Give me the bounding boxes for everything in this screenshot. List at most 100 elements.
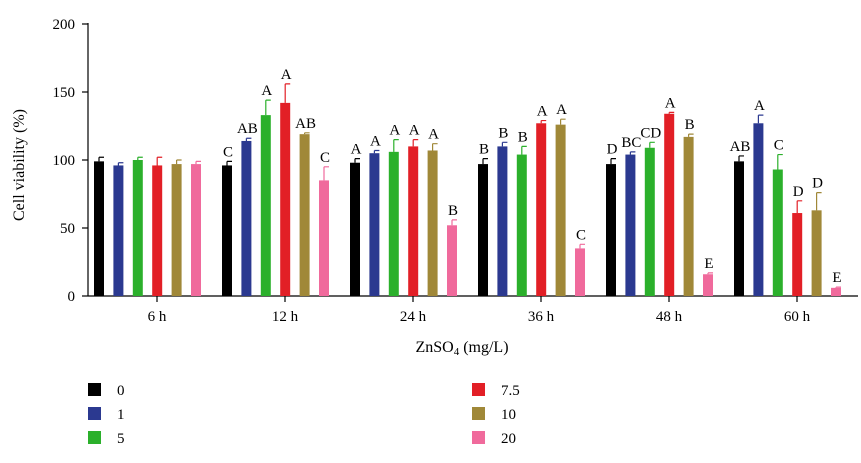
- significance-letter: B: [518, 129, 528, 145]
- bar: [427, 150, 438, 296]
- significance-letter: A: [556, 102, 567, 118]
- significance-letter: B: [448, 203, 458, 219]
- error-bar: [412, 139, 419, 147]
- bar: [280, 102, 291, 296]
- legend-swatch: [472, 431, 485, 444]
- y-tick-label: 200: [53, 17, 76, 33]
- error-bar: [688, 133, 694, 137]
- bar: [319, 180, 329, 296]
- bars: [94, 83, 841, 297]
- bar: [260, 115, 271, 297]
- legend-swatch: [472, 383, 485, 396]
- x-tick-label: 12 h: [272, 309, 299, 325]
- significance-letter: A: [370, 133, 381, 149]
- significance-letter: A: [261, 83, 272, 99]
- legend-label: 1: [117, 407, 125, 423]
- x-tick-label: 60 h: [784, 309, 811, 325]
- error-bar: [117, 162, 124, 166]
- significance-letter: A: [537, 104, 548, 120]
- error-bar: [540, 119, 547, 124]
- bar: [369, 153, 380, 296]
- significance-letter: D: [607, 142, 618, 158]
- bar: [734, 161, 744, 296]
- significance-letter: A: [428, 127, 439, 143]
- error-bar: [98, 156, 104, 162]
- significance-letter: AB: [295, 116, 316, 132]
- y-tick-label: 100: [53, 153, 76, 169]
- bar: [753, 123, 764, 296]
- bar: [703, 274, 713, 296]
- error-bar: [176, 159, 182, 165]
- bar: [222, 165, 232, 296]
- significance-letter: B: [498, 125, 508, 141]
- bar: [497, 146, 508, 296]
- error-bar: [195, 160, 201, 165]
- bar: [664, 113, 675, 296]
- significance-letter: BC: [621, 135, 641, 151]
- significance-letter: D: [793, 184, 804, 200]
- error-bar: [156, 156, 163, 166]
- legend: 0 1 5 7.5 10 20: [88, 383, 520, 447]
- legend-swatch: [88, 407, 101, 420]
- bar: [772, 169, 783, 296]
- bar: [792, 213, 803, 296]
- bar: [644, 147, 655, 296]
- significance-letter: A: [665, 95, 676, 111]
- error-bar: [707, 272, 713, 275]
- error-bar: [137, 156, 143, 160]
- bar: [171, 164, 182, 296]
- legend-label: 5: [117, 431, 125, 447]
- significance-letter: A: [351, 142, 362, 158]
- error-bar: [432, 143, 438, 151]
- y-tick-label: 0: [68, 289, 76, 305]
- y-axis-title: Cell viability (%): [11, 109, 28, 221]
- bar: [132, 160, 143, 296]
- significance-letter: AB: [237, 121, 258, 137]
- bar: [152, 165, 163, 296]
- bar: [191, 164, 201, 296]
- bar: [555, 124, 566, 296]
- bar: [575, 248, 585, 296]
- error-bar: [304, 132, 310, 135]
- legend-label: 0: [117, 383, 125, 399]
- significance-letter: CD: [640, 125, 661, 141]
- bar: [831, 287, 841, 296]
- x-axis-title: ZnSO4 (mg/L): [415, 339, 508, 358]
- bar: [536, 123, 547, 296]
- error-bar: [757, 114, 764, 124]
- bar: [447, 225, 457, 296]
- legend-swatch: [472, 407, 485, 420]
- error-bar: [835, 286, 841, 288]
- significance-letter: B: [479, 142, 489, 158]
- bar: [516, 154, 527, 296]
- error-bar: [579, 243, 585, 249]
- significance-letter: C: [320, 150, 330, 166]
- legend-swatch: [88, 431, 101, 444]
- significance-letter: E: [704, 256, 713, 272]
- error-bar: [816, 192, 822, 211]
- error-bar: [560, 118, 566, 125]
- x-tick-label: 36 h: [528, 309, 555, 325]
- x-axis-title-unit: (mg/L): [459, 339, 508, 356]
- error-bar: [393, 139, 399, 152]
- significance-letter: E: [832, 270, 841, 286]
- error-bar: [245, 137, 252, 141]
- error-bar: [451, 219, 457, 226]
- error-bar: [373, 149, 380, 154]
- significance-letter: C: [774, 138, 784, 154]
- significance-letter: C: [576, 227, 586, 243]
- bar: [388, 151, 399, 296]
- significance-letter: B: [685, 117, 695, 133]
- error-bar: [796, 200, 803, 214]
- legend-label: 20: [501, 431, 516, 447]
- error-bar: [738, 155, 744, 162]
- bar: [811, 210, 822, 296]
- error-bar: [284, 83, 291, 103]
- legend-label: 7.5: [501, 383, 520, 399]
- bar: [478, 164, 488, 296]
- bar: [606, 164, 616, 296]
- significance-letter: AB: [730, 139, 751, 155]
- error-bar: [226, 160, 232, 166]
